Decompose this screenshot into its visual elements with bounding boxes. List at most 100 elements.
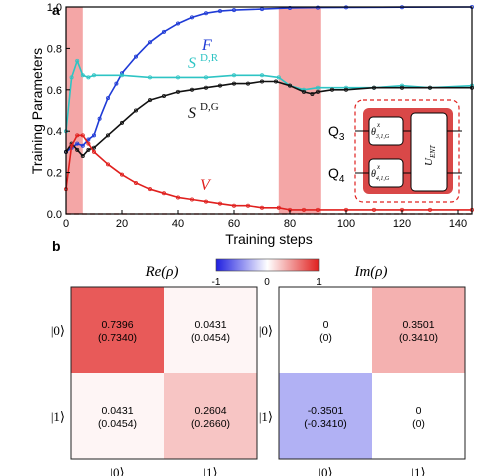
data-point xyxy=(329,87,334,92)
heatmap-cell xyxy=(372,373,465,459)
data-point xyxy=(133,108,138,113)
data-point xyxy=(86,141,91,146)
data-point xyxy=(80,133,85,138)
data-point xyxy=(69,143,74,148)
y-tick-label: 1.0 xyxy=(47,2,62,14)
data-point xyxy=(301,89,306,94)
data-point xyxy=(315,89,320,94)
col-label: |0⟩ xyxy=(318,465,332,476)
data-point xyxy=(92,73,97,78)
data-point xyxy=(75,147,80,152)
row-label: |1⟩ xyxy=(51,409,65,424)
data-point xyxy=(120,172,125,177)
data-point xyxy=(203,85,208,90)
colorbar: -1 0 1 xyxy=(212,258,322,288)
data-point xyxy=(114,81,119,86)
axis-ticks: 0 20 40 60 80 100 120 140 0.0 0.2 0.4 0.6 0.8 1.0 xyxy=(47,2,467,230)
data-point xyxy=(189,87,194,92)
data-point xyxy=(287,83,292,88)
data-point xyxy=(175,195,180,200)
data-point xyxy=(147,187,152,192)
data-point xyxy=(86,75,91,80)
data-point xyxy=(371,85,376,90)
data-point xyxy=(80,154,85,159)
series-label-sdg: S xyxy=(188,105,196,122)
colorbar-tick: 1 xyxy=(316,277,322,288)
cell-reference-value: (0.3410) xyxy=(399,332,438,344)
data-point xyxy=(161,94,166,99)
data-point xyxy=(92,133,97,138)
data-point xyxy=(106,133,111,138)
data-point xyxy=(161,29,166,34)
heatmap-title-re: Re(ρ) xyxy=(144,264,178,280)
data-point xyxy=(106,96,111,101)
x-tick-label: 120 xyxy=(393,218,411,230)
heatmap-cell xyxy=(279,287,372,373)
data-point xyxy=(310,91,315,96)
data-point xyxy=(161,191,166,196)
heatmap-cell xyxy=(164,287,257,373)
data-point xyxy=(120,73,125,78)
cell-reference-value: (0.7340) xyxy=(98,332,137,344)
svg-text:θ3,1,G: θ3,1,G xyxy=(371,127,390,140)
data-point xyxy=(217,83,222,88)
series-label-sdr-sup: D,R xyxy=(200,52,219,64)
x-tick-label: 80 xyxy=(284,218,296,230)
cell-value: 0.2604 xyxy=(194,405,226,417)
data-point xyxy=(399,85,404,90)
x-tick-label: 40 xyxy=(172,218,184,230)
series-label-sdg-sup: D,G xyxy=(200,101,219,113)
data-point xyxy=(86,147,91,152)
svg-text:x: x xyxy=(376,121,381,129)
cell-reference-value: (0) xyxy=(319,332,332,344)
heatmap-cell xyxy=(279,373,372,459)
data-point xyxy=(92,149,97,154)
data-point xyxy=(175,21,180,26)
circuit-inset: θ3,1,G x θ4,1,G x UENT xyxy=(354,99,462,203)
data-point xyxy=(106,162,111,167)
data-point xyxy=(203,199,208,204)
colorbar-tick: 0 xyxy=(264,277,270,288)
plot-frame xyxy=(65,6,473,215)
cell-value: 0.0431 xyxy=(194,319,226,331)
colorbar-tick: -1 xyxy=(212,277,221,288)
data-point xyxy=(217,9,222,14)
x-tick-label: 100 xyxy=(337,218,355,230)
data-point xyxy=(175,89,180,94)
data-point xyxy=(175,75,180,80)
data-point xyxy=(189,15,194,20)
data-point xyxy=(371,207,376,212)
x-tick-label: 20 xyxy=(116,218,128,230)
y-tick-label: 0.6 xyxy=(47,85,62,97)
row-label: |0⟩ xyxy=(259,323,273,338)
data-point xyxy=(315,207,320,212)
heatmap-frame xyxy=(70,286,258,460)
data-point xyxy=(69,75,74,80)
heatmap-cell xyxy=(372,287,465,373)
data-point xyxy=(75,141,80,146)
series-label-V: V xyxy=(200,177,212,194)
cell-value: 0 xyxy=(323,319,329,331)
data-point xyxy=(245,81,250,86)
data-point xyxy=(80,143,85,148)
cell-value: -0.3501 xyxy=(308,405,344,417)
data-point xyxy=(259,205,264,210)
data-point xyxy=(427,207,432,212)
x-axis-label: Training steps xyxy=(225,231,312,247)
qubit-label-q4: Q4 xyxy=(328,165,345,185)
cell-reference-value: (0) xyxy=(412,418,425,430)
x-tick-label: 140 xyxy=(449,218,467,230)
y-axis-label: Training Parameters xyxy=(29,48,45,174)
data-point xyxy=(273,79,278,84)
data-point xyxy=(80,73,85,78)
data-point xyxy=(147,98,152,103)
cell-reference-value: (0.2660) xyxy=(191,418,230,430)
col-label: |0⟩ xyxy=(110,465,124,476)
col-label: |1⟩ xyxy=(203,465,217,476)
data-point xyxy=(245,203,250,208)
data-point xyxy=(231,81,236,86)
cell-value: 0 xyxy=(416,405,422,417)
row-label: |0⟩ xyxy=(51,323,65,338)
data-point xyxy=(315,5,320,10)
